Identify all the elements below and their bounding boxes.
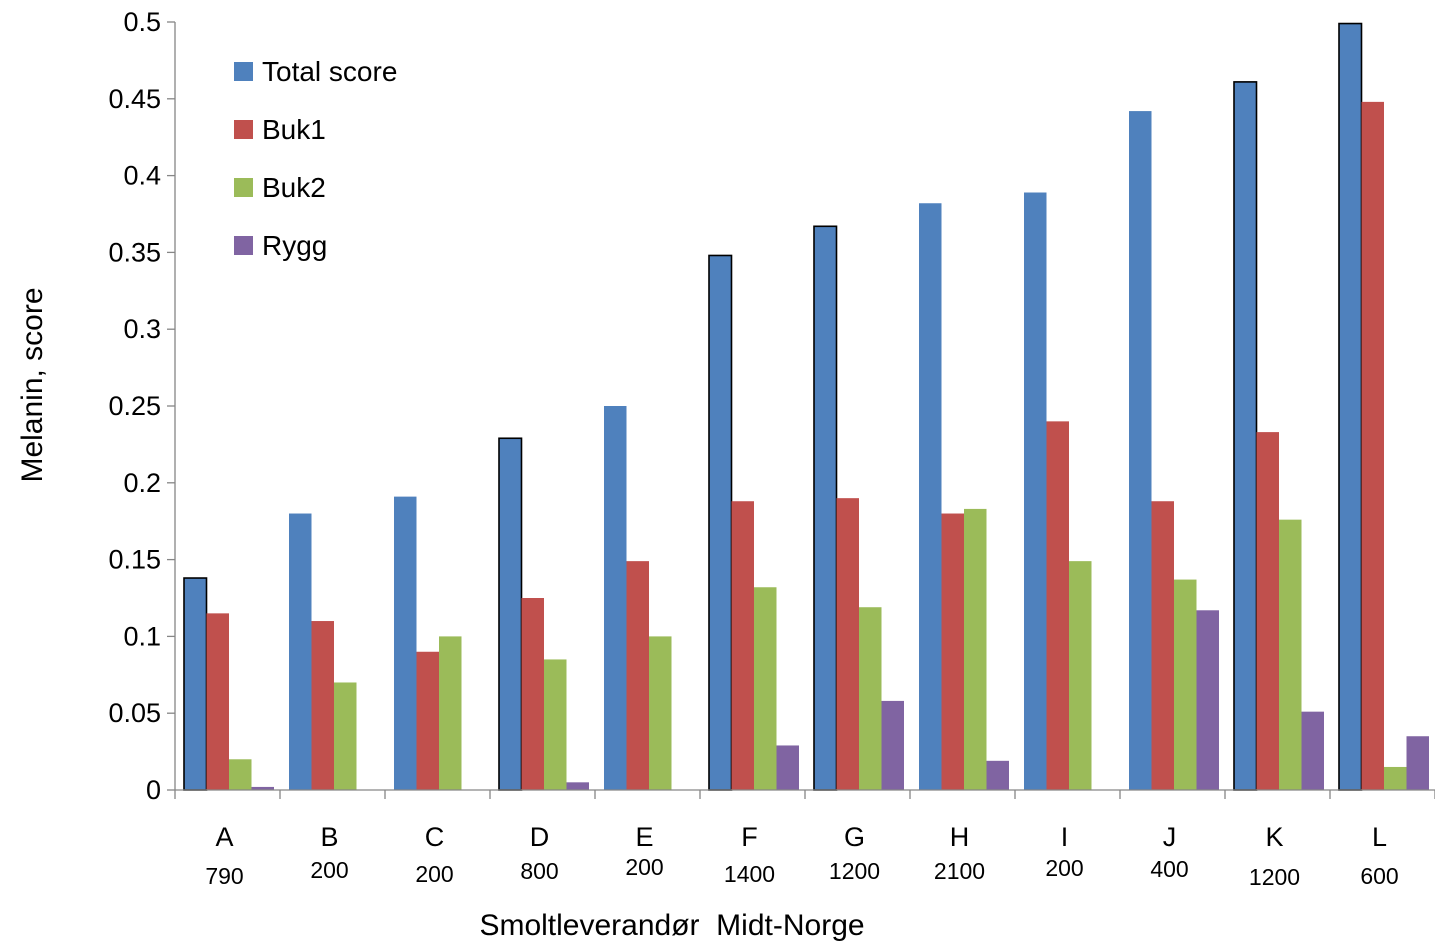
x-category-sublabel: 1200 bbox=[829, 858, 880, 884]
x-category-label: I bbox=[1061, 822, 1069, 852]
x-category-label: H bbox=[950, 822, 970, 852]
bar-total-score-e bbox=[604, 406, 627, 790]
x-category-label: J bbox=[1163, 822, 1177, 852]
x-category-label: E bbox=[635, 822, 653, 852]
bar-total-score-b bbox=[289, 513, 312, 790]
bar-buk1-e bbox=[626, 561, 649, 790]
bar-rygg-k bbox=[1301, 711, 1324, 790]
x-category-label: D bbox=[530, 822, 550, 852]
x-category-sublabel: 400 bbox=[1150, 856, 1188, 882]
bar-buk2-k bbox=[1279, 519, 1302, 790]
bar-buk1-j bbox=[1151, 501, 1174, 790]
x-category-sublabel: 200 bbox=[625, 854, 663, 880]
bar-rygg-h bbox=[986, 760, 1009, 790]
x-category-sublabel: 600 bbox=[1360, 863, 1398, 889]
x-category-label: G bbox=[844, 822, 865, 852]
x-category-sublabel: 790 bbox=[205, 863, 243, 889]
x-category-label: A bbox=[215, 822, 233, 852]
bar-rygg-j bbox=[1196, 610, 1219, 790]
legend-label: Rygg bbox=[262, 230, 327, 261]
bar-total-score-l bbox=[1338, 22, 1363, 791]
bar-buk1-b bbox=[311, 621, 334, 790]
y-tick-label: 0.25 bbox=[108, 391, 161, 421]
bar-buk2-a bbox=[229, 759, 252, 790]
bar-buk2-e bbox=[649, 636, 672, 790]
bar-rygg-d bbox=[566, 782, 589, 790]
bar-buk2-l bbox=[1384, 766, 1407, 790]
x-category-sublabel: 800 bbox=[520, 858, 558, 884]
x-category-sublabel: 200 bbox=[1045, 855, 1083, 881]
x-category-sublabel: 1200 bbox=[1249, 864, 1300, 890]
bar-buk2-g bbox=[859, 607, 882, 790]
bar-rygg-g bbox=[881, 700, 904, 790]
y-tick-label: 0 bbox=[146, 775, 161, 805]
bar-total-score-i bbox=[1024, 192, 1047, 790]
legend-label: Buk1 bbox=[262, 114, 326, 145]
legend-swatch-total-score bbox=[234, 62, 253, 81]
bar-buk2-d bbox=[544, 659, 567, 790]
y-tick-label: 0.3 bbox=[123, 314, 161, 344]
x-category-label: F bbox=[741, 822, 758, 852]
bar-rygg-f bbox=[776, 745, 799, 790]
y-tick-label: 0.05 bbox=[108, 698, 161, 728]
legend-label: Total score bbox=[262, 56, 397, 87]
bar-rygg-l bbox=[1406, 736, 1429, 790]
bar-buk2-b bbox=[334, 682, 357, 790]
bar-total-score-f bbox=[708, 254, 733, 791]
bar-total-score-k bbox=[1233, 81, 1258, 791]
bar-buk2-i bbox=[1069, 561, 1092, 790]
bars-layer bbox=[183, 22, 1429, 791]
bar-buk2-h bbox=[964, 508, 987, 790]
legend-swatch-rygg bbox=[234, 236, 253, 255]
bar-buk1-f bbox=[731, 501, 754, 790]
legend-swatch-buk1 bbox=[234, 120, 253, 139]
x-category-sublabel: 2100 bbox=[934, 858, 985, 884]
bar-total-score-h bbox=[919, 203, 942, 790]
legend-swatch-buk2 bbox=[234, 178, 253, 197]
x-category-sublabel: 1400 bbox=[724, 861, 775, 887]
legend-label: Buk2 bbox=[262, 172, 326, 203]
x-category-label: K bbox=[1265, 822, 1283, 852]
x-category-sublabel: 200 bbox=[415, 861, 453, 887]
bar-buk1-i bbox=[1046, 421, 1069, 790]
bar-total-score-j bbox=[1129, 111, 1152, 791]
x-category-sublabel: 200 bbox=[310, 857, 348, 883]
bar-buk2-c bbox=[439, 636, 462, 790]
bar-buk1-a bbox=[206, 613, 229, 790]
bar-buk1-c bbox=[416, 651, 439, 790]
y-axis-title: Melanin, score bbox=[16, 287, 49, 482]
y-tick-label: 0.1 bbox=[123, 621, 161, 651]
y-tick-label: 0.4 bbox=[123, 161, 161, 191]
y-tick-label: 0.45 bbox=[108, 84, 161, 114]
x-axis-title: Smoltleverandør Midt-Norge bbox=[479, 909, 864, 942]
x-category-label: L bbox=[1372, 822, 1387, 852]
bar-total-score-g bbox=[813, 225, 838, 791]
x-category-label: B bbox=[320, 822, 338, 852]
bar-buk2-j bbox=[1174, 579, 1197, 790]
y-tick-label: 0.35 bbox=[108, 237, 161, 267]
bar-buk1-g bbox=[836, 498, 859, 790]
y-tick-label: 0.5 bbox=[123, 7, 161, 37]
bar-buk1-k bbox=[1256, 432, 1279, 790]
axes-layer: 0 0.05 0.1 0.15 0.2 0.25 0.3 0.35 0.4 0.45 0.5 A 790… bbox=[108, 7, 1435, 890]
bar-buk1-l bbox=[1361, 101, 1384, 791]
bar-buk1-d bbox=[521, 598, 544, 790]
bar-total-score-d bbox=[498, 437, 523, 791]
bar-rygg-a bbox=[251, 786, 274, 790]
bar-buk1-h bbox=[941, 513, 964, 790]
bar-buk2-f bbox=[754, 587, 777, 790]
y-tick-label: 0.2 bbox=[123, 468, 161, 498]
x-category-label: C bbox=[425, 822, 445, 852]
bar-total-score-c bbox=[394, 496, 417, 790]
y-tick-label: 0.15 bbox=[108, 545, 161, 575]
bar-total-score-a bbox=[183, 577, 208, 791]
legend: Total score Buk1 Buk2 Rygg bbox=[234, 56, 397, 261]
